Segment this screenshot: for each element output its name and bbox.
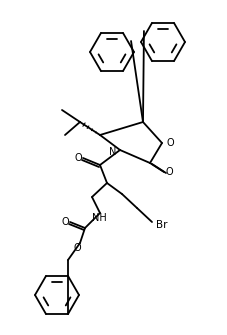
Text: O: O xyxy=(74,153,82,163)
Text: N: N xyxy=(109,147,117,157)
Text: O: O xyxy=(61,217,69,227)
Text: O: O xyxy=(166,138,174,148)
Text: NH: NH xyxy=(92,213,106,223)
Text: O: O xyxy=(73,243,81,253)
Text: Br: Br xyxy=(156,220,168,230)
Text: O: O xyxy=(165,167,173,177)
